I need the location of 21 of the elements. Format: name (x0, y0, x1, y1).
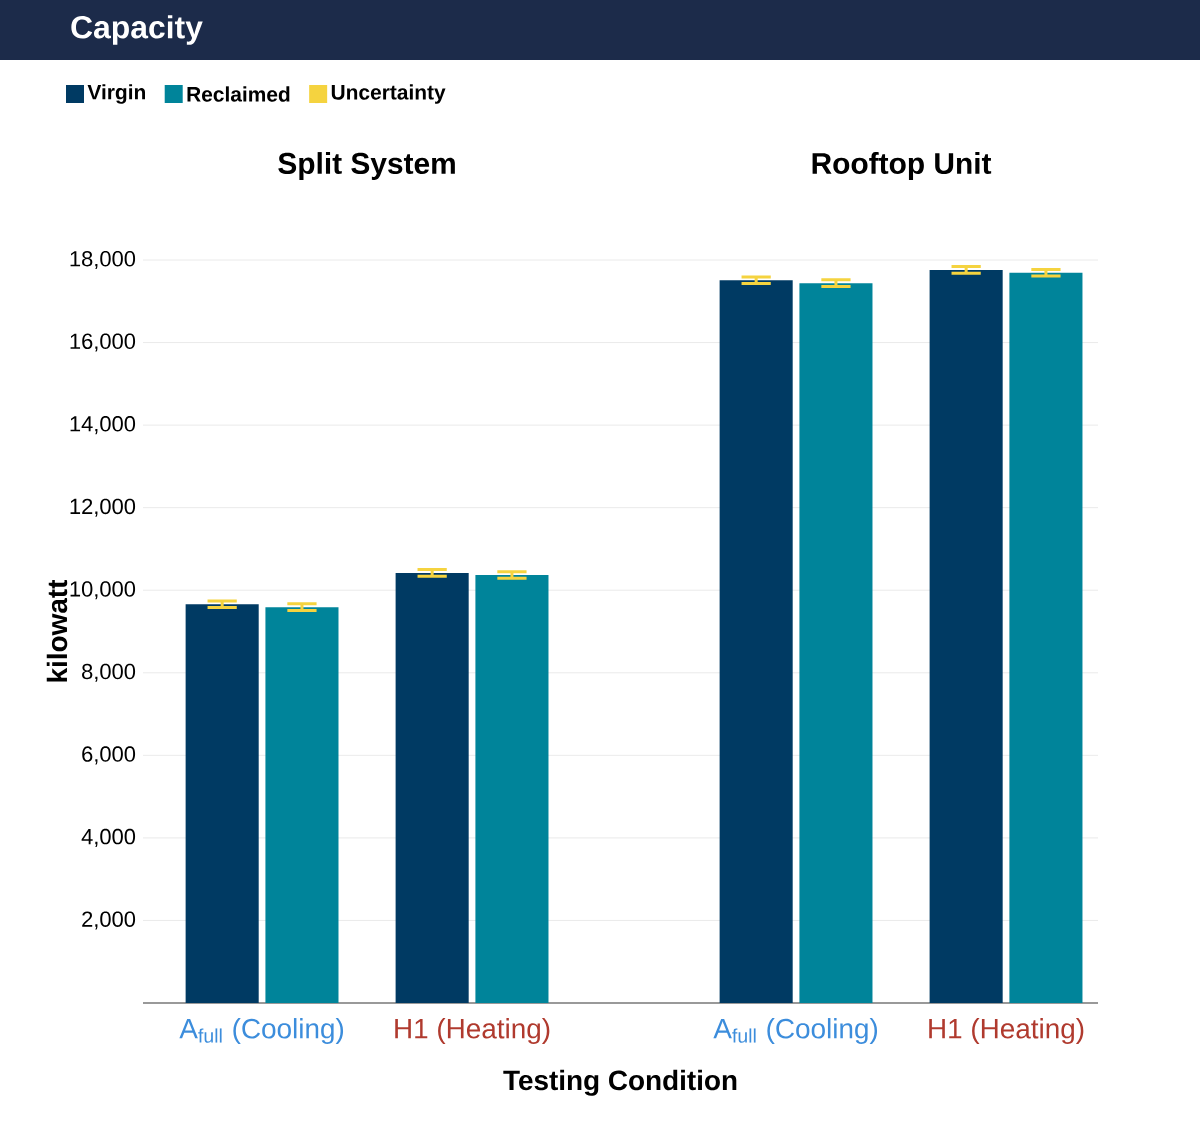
x-tick-label: H1 (Heating) (929, 1018, 1084, 1045)
text: Split System (278, 152, 455, 180)
legend-label: Virgin (87, 84, 145, 104)
y-tick-label: 8,000 (82, 663, 136, 682)
y-tick-label: 12,000 (70, 498, 136, 517)
y-tick-label: 4,000 (81, 828, 136, 847)
text: Rooftop Unit (812, 152, 992, 180)
chart-title: Capacity (71, 15, 203, 45)
legend-label: Reclaimed (187, 86, 290, 102)
y-tick-label: 14,000 (70, 416, 136, 435)
x-tick-label: H1 (Heating) (395, 1018, 550, 1045)
x-tick-label: A$_{full}$ (Cooling) (713, 1018, 878, 1045)
y-axis-title: kilowatt (46, 579, 68, 682)
y-tick-label: 10,000 (70, 581, 136, 600)
y-tick-label: 18,000 (70, 250, 136, 270)
text: Uncertainty (331, 84, 446, 104)
y-tick-label: 6,000 (82, 746, 136, 765)
y-tick-label: 2,000 (82, 911, 136, 930)
x-axis-title: Testing Condition (503, 1069, 737, 1096)
y-tick-label: 16,000 (70, 333, 136, 352)
x-tick-label: A$_{full}$ (Cooling) (179, 1018, 344, 1045)
